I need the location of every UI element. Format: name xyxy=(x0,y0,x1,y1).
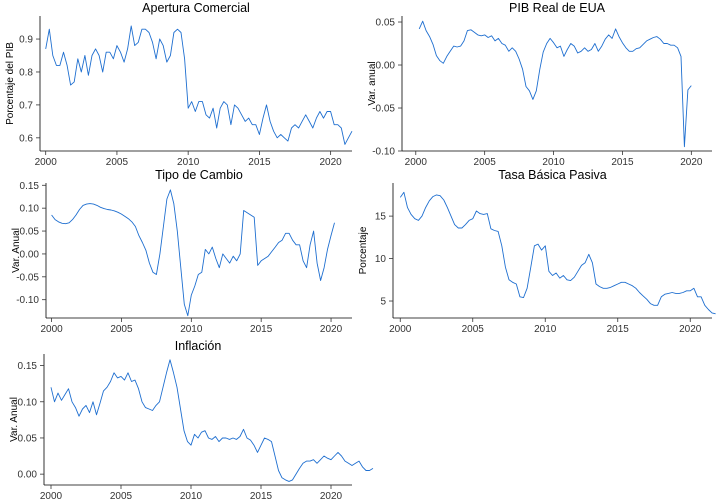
panel-tasa: Tasa Básica Pasiva 5 10 15 2000 2005 2010 2015 2… xyxy=(358,168,716,335)
chart-title: PIB Real de EUA xyxy=(509,1,606,15)
y-tick-label: 0.00 xyxy=(18,470,38,481)
x-tick-label: 2010 xyxy=(180,324,203,335)
x-tick-label: 2015 xyxy=(611,157,634,168)
x-tick-label: 2005 xyxy=(110,491,133,502)
y-axis-label: Porcentaje xyxy=(358,226,369,274)
y-tick-label: 0.05 xyxy=(376,18,396,29)
x-tick-label: 2020 xyxy=(679,324,702,335)
series-line xyxy=(50,359,374,482)
y-tick-label: -0.05 xyxy=(16,272,39,283)
x-tick-label: 2010 xyxy=(542,157,565,168)
y-tick-label: 0.00 xyxy=(376,61,396,72)
chart-title: Apertura Comercial xyxy=(142,1,250,15)
y-tick-label: 0.05 xyxy=(20,227,40,238)
y-tick-label: 0.7 xyxy=(19,100,33,111)
x-tick-label: 2005 xyxy=(474,157,497,168)
chart-title: Tasa Básica Pasiva xyxy=(498,168,606,182)
y-tick-label: 5 xyxy=(380,297,386,308)
x-tick-label: 2015 xyxy=(607,324,630,335)
x-tick-label: 2020 xyxy=(680,157,703,168)
y-axis-label: Var. Anual xyxy=(11,228,22,273)
x-tick-label: 2020 xyxy=(320,324,343,335)
panel-apertura: Apertura Comercial 0.6 0.7 0.8 0.9 2000 2005 20… xyxy=(5,1,353,168)
y-tick-label: 0.6 xyxy=(19,133,33,144)
x-tick-label: 2015 xyxy=(250,491,273,502)
x-tick-label: 2010 xyxy=(534,324,557,335)
series-line xyxy=(45,25,353,145)
y-tick-label: 0.15 xyxy=(20,181,40,192)
y-axis-label: Porcentaje del PIB xyxy=(5,42,16,125)
y-tick-label: 0.05 xyxy=(18,433,38,444)
y-tick-label: -0.05 xyxy=(372,104,395,115)
x-tick-label: 2005 xyxy=(462,324,485,335)
panel-pib: PIB Real de EUA -0.10 -0.05 0.00 0.05 2000 200… xyxy=(367,1,712,168)
y-tick-label: 0.9 xyxy=(19,35,33,46)
x-tick-label: 2020 xyxy=(320,491,343,502)
x-tick-label: 2000 xyxy=(40,324,63,335)
y-tick-label: 0.10 xyxy=(18,397,38,408)
chart-title: Tipo de Cambio xyxy=(155,168,243,182)
y-tick-label: -0.10 xyxy=(16,295,39,306)
x-tick-label: 2015 xyxy=(250,324,273,335)
series-line xyxy=(418,20,692,148)
panel-inflacion: Inflación 0.00 0.05 0.10 0.15 2000 2005 2010 201… xyxy=(9,339,374,502)
y-tick-label: 0.10 xyxy=(20,204,40,215)
y-tick-label: -0.10 xyxy=(372,147,395,158)
chart-title: Inflación xyxy=(175,339,222,353)
x-tick-label: 2010 xyxy=(180,491,203,502)
y-axis-label: Var. anual xyxy=(367,61,378,105)
series-line xyxy=(51,189,335,317)
y-axis-label: Var. Anual xyxy=(9,397,20,442)
x-tick-label: 2005 xyxy=(110,324,133,335)
y-tick-label: 15 xyxy=(375,212,387,223)
x-tick-label: 2000 xyxy=(405,157,428,168)
x-tick-label: 2015 xyxy=(248,157,271,168)
y-tick-label: 0.8 xyxy=(19,67,33,78)
x-tick-label: 2000 xyxy=(389,324,412,335)
y-tick-label: 0.15 xyxy=(18,361,38,372)
y-tick-label: 0.00 xyxy=(20,249,40,260)
x-tick-label: 2005 xyxy=(106,157,129,168)
x-tick-label: 2020 xyxy=(320,157,343,168)
panel-tipo: Tipo de Cambio -0.10 -0.05 0.00 0.05 0.10 0.15… xyxy=(11,168,352,335)
x-tick-label: 2010 xyxy=(177,157,200,168)
y-tick-label: 10 xyxy=(375,254,387,265)
series-line xyxy=(399,191,716,315)
x-tick-label: 2000 xyxy=(35,157,58,168)
x-tick-label: 2000 xyxy=(40,491,63,502)
